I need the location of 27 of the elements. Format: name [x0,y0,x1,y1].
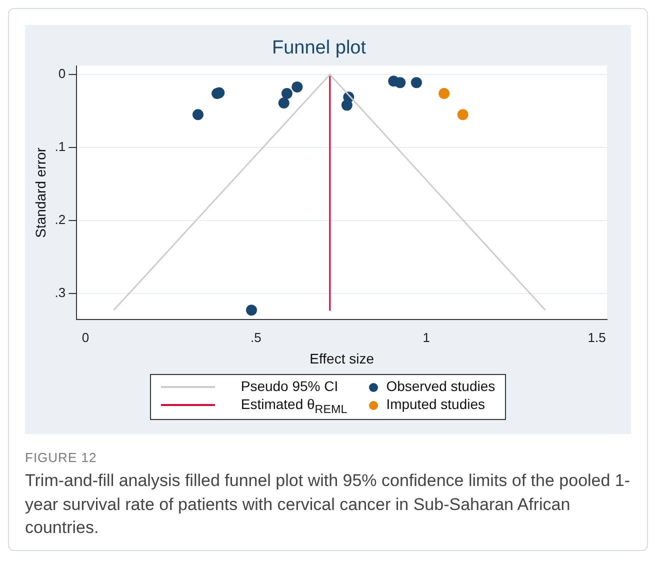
point [457,109,468,120]
point [246,304,257,316]
legend-label: Estimated θ$_{REML}$ [240,396,348,416]
legend-label: Pseudo 95% CI [240,378,338,394]
point [292,81,303,92]
y-axis-title: Standard error [32,147,48,238]
legend-label: Observed studies [386,378,496,394]
y-tick-label: .1 [54,139,66,154]
text: Trim-and-fill analysis filled funnel plot with 95% confidence limits of the pooled 1-year survival rate of patients with cervical cancer in Sub-Saharan African countries. [25,470,631,540]
point [394,77,406,88]
x-tick-label: .5 [250,330,262,345]
point [341,100,352,111]
point [281,88,292,100]
point [438,88,450,100]
y-tick-label: .3 [54,284,66,300]
caption: FIGURE 12 [25,450,98,465]
point [410,77,422,88]
legend-label: Imputed studies [386,396,486,412]
point [192,109,204,120]
y-tick-label: 0 [58,66,66,82]
x-tick-label: 1.5 [588,330,606,345]
chart-title: Funnel plot [272,38,367,59]
x-tick-label: 1 [422,330,430,345]
y-tick-label: .2 [54,212,66,227]
point [278,97,290,108]
x-tick-label: 0 [82,330,90,345]
x-axis-title: Effect size [310,350,374,366]
